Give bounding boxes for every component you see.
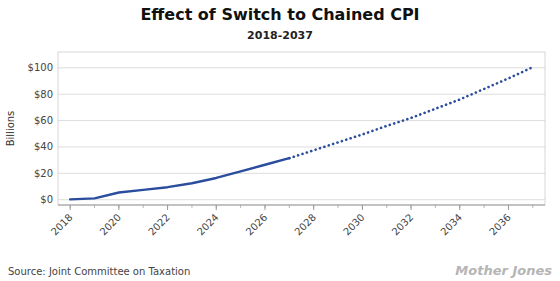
y-tick-label: $0 [40, 194, 53, 205]
plot-frame [58, 52, 545, 205]
x-tick-label: 2020 [98, 212, 124, 238]
x-tick-label: 2036 [487, 212, 513, 238]
chart: Effect of Switch to Chained CPI 2018-2037… [0, 0, 560, 281]
line-solid [70, 158, 289, 199]
y-tick-label: $40 [34, 141, 53, 152]
x-tick [216, 205, 217, 210]
x-tick [167, 205, 168, 210]
watermark: Mother Jones [455, 263, 552, 278]
x-minor-tick [484, 205, 485, 208]
plot-area [70, 67, 533, 199]
source: Source: Joint Committee on Taxation [8, 266, 190, 277]
grid-line [58, 146, 545, 147]
x-tick-label: 2030 [341, 212, 367, 238]
x-minor-tick [386, 205, 387, 208]
x-tick [411, 205, 412, 210]
x-tick-label: 2018 [49, 212, 75, 238]
x-tick [459, 205, 460, 210]
x-tick [118, 205, 119, 210]
x-tick-label: 2034 [438, 212, 464, 238]
x-tick [508, 205, 509, 210]
x-minor-tick [240, 205, 241, 208]
x-tick [362, 205, 363, 210]
x-tick [264, 205, 265, 210]
grid-line [58, 67, 545, 68]
line-dotted [289, 67, 533, 158]
x-minor-tick [143, 205, 144, 208]
x-tick-label: 2026 [244, 212, 270, 238]
x-minor-tick [338, 205, 339, 208]
x-minor-tick [532, 205, 533, 208]
y-tick-label: $100 [28, 62, 53, 73]
y-tick-label: $80 [34, 89, 53, 100]
x-tick [313, 205, 314, 210]
x-tick-label: 2028 [292, 212, 318, 238]
title: Effect of Switch to Chained CPI [140, 5, 419, 24]
x-minor-tick [289, 205, 290, 208]
x-tick [70, 205, 71, 210]
x-minor-tick [435, 205, 436, 208]
x-tick-label: 2022 [146, 212, 172, 238]
grid-line [58, 173, 545, 174]
x-axis-line [58, 205, 545, 206]
y-axis-label: Billions [5, 111, 16, 147]
x-minor-tick [191, 205, 192, 208]
x-tick-label: 2024 [195, 212, 221, 238]
x-minor-tick [94, 205, 95, 208]
x-tick-label: 2032 [390, 212, 416, 238]
y-tick-label: $20 [34, 168, 53, 179]
grid [58, 68, 545, 200]
grid-line [58, 199, 545, 200]
y-tick-label: $60 [34, 115, 53, 126]
grid-line [58, 120, 545, 121]
subtitle: 2018-2037 [247, 29, 313, 42]
